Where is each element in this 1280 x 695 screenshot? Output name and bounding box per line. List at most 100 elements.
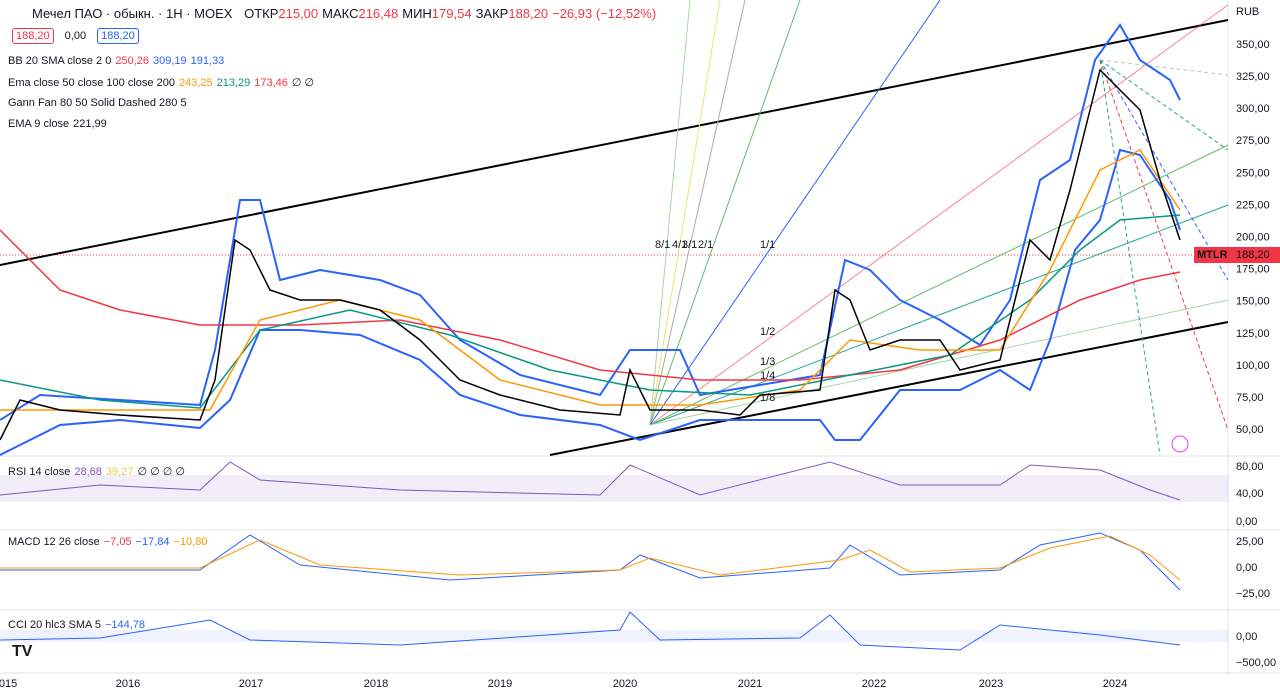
price-box: 188,20 — [97, 28, 139, 44]
gann-fan — [649, 0, 1229, 456]
pane-axis-label: 0,00 — [1236, 562, 1257, 574]
ohlc: ОТКР215,00 МАКС216,48 МИН179,54 ЗАКР188,20−… — [240, 6, 656, 21]
price-label: 150,00 — [1236, 296, 1270, 308]
gann-label: 1/1 — [760, 239, 775, 251]
indicator-value: 39,27 — [105, 466, 134, 478]
gann-label: 2/1 — [698, 239, 713, 251]
cci-line — [0, 611, 1181, 651]
time-label: 2019 — [488, 678, 512, 690]
indicator-value: 213,29 — [216, 77, 251, 89]
macd-signal — [0, 535, 1181, 581]
pane-axis-label: −25,00 — [1236, 588, 1270, 600]
indicator-name: RSI 14 close — [8, 466, 71, 478]
logo: TV — [12, 643, 33, 660]
indicator-value: −144,78 — [104, 619, 146, 631]
price-label: 50,00 — [1236, 424, 1264, 436]
indicator-name: Ema close 50 close 100 close 200 — [8, 77, 175, 89]
change: −26,93 (−12,52%) — [552, 6, 657, 21]
pane-axis-label: 25,00 — [1236, 536, 1264, 548]
gann-label: 1/4 — [760, 370, 775, 382]
indicator-value: 243,25 — [178, 77, 213, 89]
ema-200 — [0, 229, 1181, 381]
time-label: 2020 — [613, 678, 637, 690]
symbol: Мечел ПАО · обыкн. · 1Н · MOEX — [32, 6, 233, 21]
price-label: 300,00 — [1236, 103, 1270, 115]
price-label: 325,00 — [1236, 71, 1270, 83]
gann-label: 4/1 — [672, 239, 687, 251]
price-label: 175,00 — [1236, 264, 1270, 276]
alert-icon[interactable] — [1171, 435, 1189, 453]
gann-label: 3/1 — [682, 239, 697, 251]
indicator-legend[interactable]: BB 20 SMA close 2 0 250,26 309,19 191,33 — [8, 55, 224, 67]
price-label: 275,00 — [1236, 135, 1270, 147]
pane-axis-label: 0,00 — [1236, 631, 1257, 643]
time-label: 2024 — [1103, 678, 1127, 690]
indicator-name: Gann Fan 80 50 Solid Dashed 280 5 — [8, 97, 187, 109]
time-label: 2017 — [239, 678, 263, 690]
bb-upper — [0, 23, 1181, 421]
price-label: 250,00 — [1236, 167, 1270, 179]
header: Мечел ПАО · обыкн. · 1Н · MOEX ОТКР215,0… — [28, 6, 656, 21]
indicator-legend[interactable]: MACD 12 26 close −7,05 −17,84 −10,80 — [8, 536, 207, 548]
price-label: 200,00 — [1236, 232, 1270, 244]
trend-line — [0, 19, 1229, 266]
price-box: 0,00 — [64, 30, 87, 42]
ohlc-value: 216,48 — [358, 6, 399, 21]
indicator-value: 173,46 — [254, 77, 288, 89]
indicator-legend[interactable]: Gann Fan 80 50 Solid Dashed 280 5 — [8, 97, 187, 109]
price-label: 225,00 — [1236, 199, 1270, 211]
indicator-name: CCI 20 hlc3 SMA 5 — [8, 619, 101, 631]
indicator-name: EMA 9 close — [8, 118, 70, 130]
macd-line — [0, 532, 1181, 591]
tag-price: 188,20 — [1236, 249, 1270, 261]
price-label: 350,00 — [1236, 39, 1270, 51]
time-label: 2021 — [738, 678, 762, 690]
price-tag — [1194, 247, 1280, 263]
pane-axis-label: 40,00 — [1236, 488, 1264, 500]
time-label: 2015 — [0, 678, 17, 690]
main-pane — [0, 0, 1228, 455]
indicator-legend[interactable]: RSI 14 close 28,68 39,27 ∅ ∅ ∅ ∅ — [8, 465, 185, 478]
indicator-value: ∅ ∅ — [291, 77, 315, 89]
indicator-legend[interactable]: EMA 9 close 221,99 — [8, 118, 107, 130]
bb-lower — [0, 148, 1181, 456]
price — [0, 68, 1181, 441]
indicator-value: −10,80 — [173, 536, 208, 548]
pane-axis-label: −500,00 — [1236, 657, 1276, 669]
time-label: 2022 — [862, 678, 886, 690]
ohlc-value: 179,54 — [431, 6, 472, 21]
ohlc-label: ОТКР — [244, 6, 279, 21]
ohlc-label: МИН — [402, 6, 432, 21]
rsi-line — [0, 461, 1181, 501]
rsi-band — [0, 475, 1228, 502]
gann-label: 8/1 — [655, 239, 670, 251]
indicator-value: 28,68 — [74, 466, 102, 478]
tag-symbol: MTLR — [1197, 249, 1228, 261]
ema-100 — [0, 214, 1181, 409]
time-label: 2018 — [364, 678, 388, 690]
indicator-value: 191,33 — [190, 55, 225, 67]
price-label: 125,00 — [1236, 328, 1270, 340]
price-label: 100,00 — [1236, 360, 1270, 372]
indicator-legend[interactable]: CCI 20 hlc3 SMA 5 −144,78 — [8, 619, 145, 631]
ohlc-label: ЗАКР — [475, 6, 509, 21]
indicator-value: 250,26 — [115, 55, 149, 67]
ohlc-value: 188,20 — [508, 6, 549, 21]
gann-label: 1/8 — [760, 392, 775, 404]
currency: RUB — [1236, 6, 1259, 18]
time-label: 2016 — [116, 678, 140, 690]
indicator-name: MACD 12 26 close — [8, 536, 100, 548]
time-label: 2023 — [979, 678, 1003, 690]
ema-50 — [0, 149, 1181, 411]
pane-axis-label: 80,00 — [1236, 461, 1264, 473]
ohlc-label: МАКС — [322, 6, 359, 21]
indicator-value: −7,05 — [103, 536, 132, 548]
indicator-legend[interactable]: Ema close 50 close 100 close 200 243,25 21… — [8, 76, 314, 89]
gann-label: 1/3 — [760, 356, 775, 368]
indicator-name: BB 20 SMA close 2 0 — [8, 55, 112, 67]
indicator-value: 221,99 — [73, 118, 107, 130]
price-box: 188,20 — [12, 28, 54, 44]
indicator-value: ∅ ∅ ∅ ∅ — [137, 466, 185, 478]
